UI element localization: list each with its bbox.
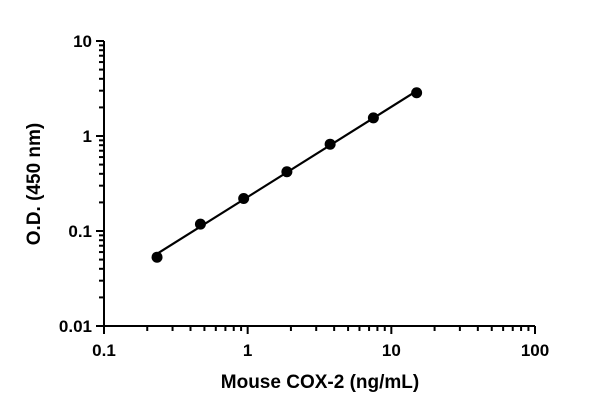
y-axis-title: O.D. (450 nm) bbox=[24, 123, 45, 245]
data-point bbox=[281, 166, 293, 178]
y-tick-label: 0.01 bbox=[59, 317, 92, 336]
data-points bbox=[151, 87, 423, 263]
axes bbox=[103, 41, 535, 327]
x-tick-label: 0.1 bbox=[92, 341, 116, 360]
data-point bbox=[238, 192, 250, 204]
x-tick-label: 1 bbox=[243, 341, 252, 360]
data-point bbox=[151, 251, 163, 263]
data-point bbox=[194, 218, 206, 230]
x-axis-title: Mouse COX-2 (ng/mL) bbox=[221, 372, 419, 393]
y-tick-label: 10 bbox=[73, 32, 92, 51]
x-tick-label: 100 bbox=[521, 341, 549, 360]
y-tick-label: 1 bbox=[83, 127, 92, 146]
data-point bbox=[411, 87, 423, 99]
data-point bbox=[367, 112, 379, 124]
y-tick-label: 0.1 bbox=[68, 222, 92, 241]
data-point bbox=[324, 138, 336, 150]
x-tick-label: 10 bbox=[382, 341, 401, 360]
